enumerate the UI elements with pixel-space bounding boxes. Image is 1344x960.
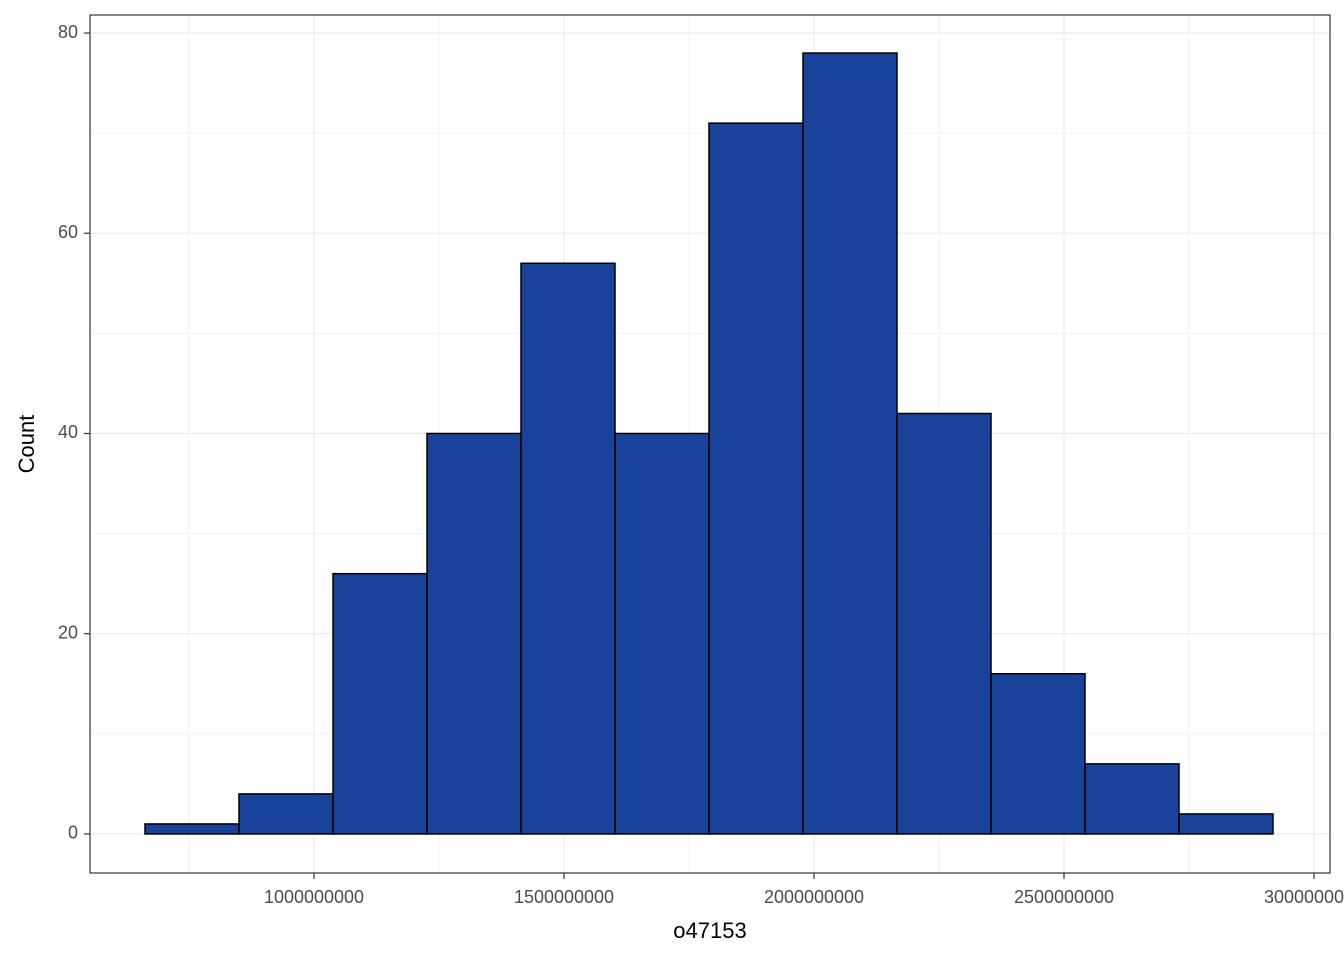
bar [144,823,240,835]
bar [1178,813,1274,835]
x-axis-title: o47153 [673,918,746,943]
bar [708,122,804,835]
x-tick-label: 1000000000 [264,887,364,907]
bar [1084,763,1180,835]
bars [144,52,1274,835]
x-tick-label: 2500000000 [1014,887,1114,907]
bar [520,262,616,835]
bar [802,52,898,835]
y-tick-label: 40 [58,422,78,442]
y-axis-title: Count [14,415,39,474]
bar [614,432,710,835]
x-tick-label: 3000000000 [1264,887,1344,907]
bar [238,793,334,835]
bar [426,432,522,835]
y-tick-label: 0 [68,823,78,843]
bar [990,673,1086,835]
y-tick-label: 80 [58,22,78,42]
x-tick-label: 2000000000 [764,887,864,907]
bar [896,412,992,835]
bar [332,572,428,835]
axes: 1000000000 1500000000 2000000000 2500000000… [58,14,1344,907]
y-tick-label: 20 [58,622,78,642]
y-tick-label: 60 [58,222,78,242]
panel-border [89,14,1331,874]
x-tick-label: 1500000000 [514,887,614,907]
